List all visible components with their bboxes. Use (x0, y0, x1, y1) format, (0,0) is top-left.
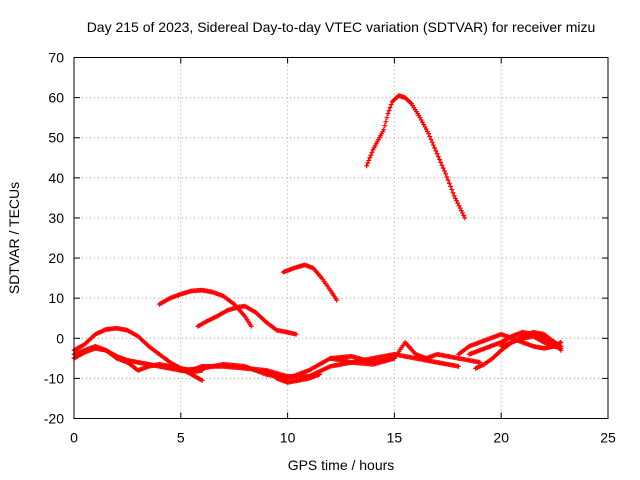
y-tick-labels: -20 -10 0 10 20 30 40 50 60 70 (44, 50, 64, 427)
data-point (456, 203, 462, 209)
data-point (385, 111, 391, 117)
data-point (445, 177, 451, 183)
data-point (364, 163, 370, 169)
data-point (450, 190, 456, 196)
data-point (477, 359, 483, 365)
data-point (449, 187, 455, 192)
series-track-11 (364, 93, 468, 221)
data-point (368, 152, 374, 158)
data-point (460, 210, 465, 216)
data-point (458, 208, 464, 213)
axis-ticks (73, 57, 609, 419)
data-point (442, 168, 447, 174)
data-point (452, 195, 458, 201)
y-tick-label: 30 (48, 210, 64, 226)
data-point (456, 363, 461, 369)
x-tick-label: 25 (600, 430, 616, 446)
data-point (428, 137, 434, 142)
data-point (437, 157, 442, 162)
series-track-4 (157, 287, 254, 329)
data-point (433, 148, 439, 154)
data-point (558, 339, 564, 345)
data-point (387, 105, 393, 111)
data-point (383, 119, 389, 125)
y-tick-label: 60 (48, 90, 64, 106)
plot-frame (73, 57, 609, 419)
data-point (455, 200, 461, 206)
data-point (440, 165, 446, 171)
data-point (454, 198, 459, 204)
data-point (365, 160, 371, 166)
data-point (199, 377, 205, 383)
data-point (431, 142, 436, 148)
data-point (334, 297, 340, 303)
data-point (434, 151, 440, 157)
y-tick-label: 10 (48, 290, 64, 306)
y-tick-label: -10 (44, 370, 64, 386)
data-point (435, 154, 441, 160)
data-point (427, 134, 433, 139)
series-track-5 (195, 303, 299, 337)
series-track-10 (280, 262, 340, 303)
y-tick-label: 40 (48, 170, 64, 186)
data-point (438, 159, 444, 165)
x-tick-label: 0 (70, 430, 78, 446)
data-point (386, 108, 392, 114)
x-tick-label: 10 (280, 430, 296, 446)
data-point (432, 145, 438, 151)
data-point (444, 174, 450, 180)
data-point (381, 127, 387, 133)
series-track-9 (327, 339, 483, 367)
data-point (446, 180, 452, 186)
data-point (293, 331, 299, 337)
data-point (558, 345, 564, 351)
x-tick-labels: 0 5 10 15 20 25 (70, 430, 616, 446)
x-axis-label: GPS time / hours (288, 457, 395, 473)
x-tick-label: 20 (493, 430, 509, 446)
data-point (367, 155, 373, 161)
y-tick-label: 0 (56, 330, 64, 346)
data-point (384, 115, 390, 121)
data-point (382, 123, 388, 129)
data-point (429, 139, 435, 145)
y-tick-label: -20 (44, 411, 64, 427)
data-points (71, 93, 564, 385)
data-point (366, 158, 372, 163)
data-point (248, 323, 254, 329)
data-point (448, 184, 453, 189)
data-point (369, 150, 375, 155)
y-tick-label: 50 (48, 130, 64, 146)
data-point (443, 171, 449, 177)
y-tick-label: 20 (48, 250, 64, 266)
data-point (457, 205, 463, 211)
data-point (462, 215, 468, 221)
y-axis-label: SDTVAR / TECUs (6, 182, 22, 294)
data-point (461, 213, 467, 218)
data-point (426, 131, 431, 137)
data-point (388, 102, 394, 108)
data-point (439, 162, 445, 168)
series-track-15 (498, 333, 564, 351)
x-tick-label: 5 (177, 430, 185, 446)
x-tick-label: 15 (387, 430, 403, 446)
chart-title: Day 215 of 2023, Sidereal Day-to-day VTE… (87, 19, 596, 35)
data-point (451, 193, 457, 199)
y-tick-label: 70 (48, 50, 64, 66)
